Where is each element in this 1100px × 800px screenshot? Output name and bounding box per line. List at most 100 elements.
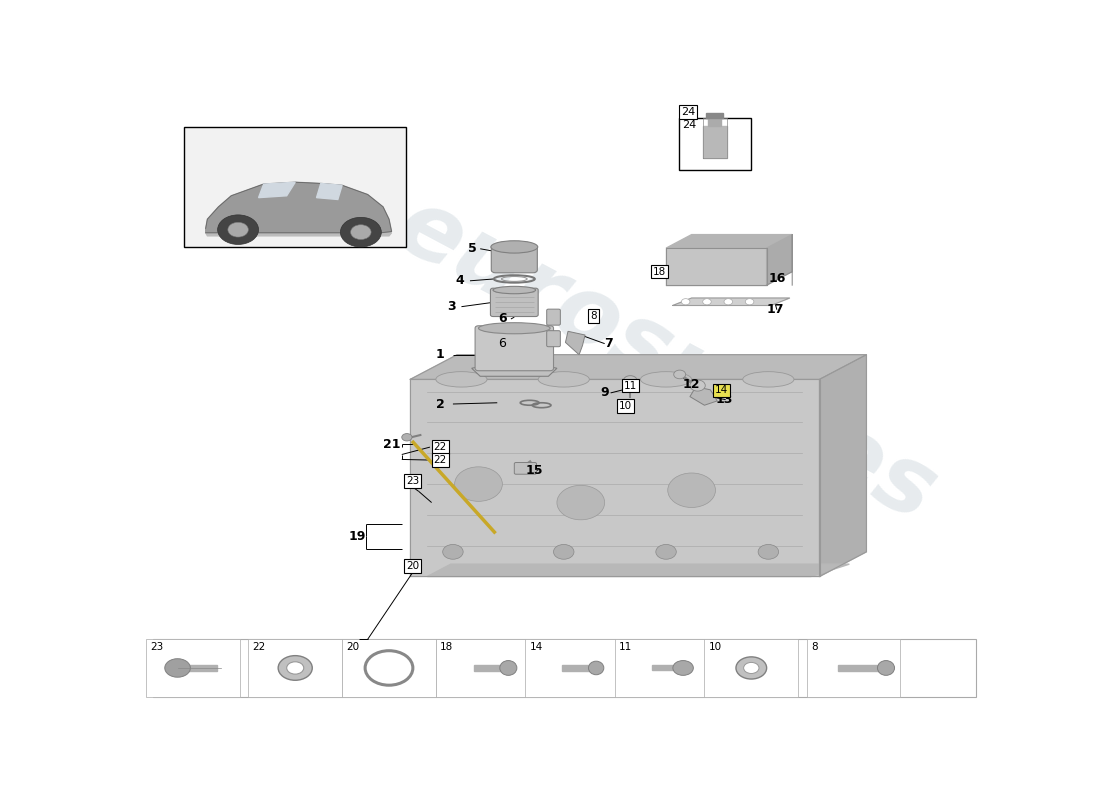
Text: 22: 22 (433, 442, 447, 452)
Circle shape (624, 376, 637, 386)
Text: 22: 22 (253, 642, 266, 652)
Ellipse shape (499, 661, 517, 675)
Polygon shape (838, 665, 886, 671)
Circle shape (165, 658, 190, 677)
Text: 15: 15 (525, 464, 542, 477)
FancyBboxPatch shape (492, 245, 537, 273)
Text: 9: 9 (601, 386, 609, 399)
Circle shape (656, 545, 676, 559)
Circle shape (351, 225, 371, 239)
Circle shape (218, 215, 258, 245)
Bar (342, 639, 436, 697)
Polygon shape (565, 331, 585, 354)
FancyBboxPatch shape (547, 309, 560, 325)
Text: 7: 7 (604, 337, 613, 350)
Polygon shape (707, 118, 722, 126)
Circle shape (278, 656, 312, 680)
Circle shape (553, 545, 574, 559)
Bar (526, 639, 619, 697)
Text: 16: 16 (768, 273, 785, 286)
FancyBboxPatch shape (491, 288, 538, 317)
Circle shape (557, 486, 605, 520)
Circle shape (744, 662, 759, 674)
Polygon shape (474, 665, 508, 671)
Bar (153, 639, 976, 697)
Text: eurospares: eurospares (381, 180, 952, 542)
FancyBboxPatch shape (515, 462, 537, 474)
Text: 11: 11 (619, 642, 632, 652)
Ellipse shape (478, 322, 550, 334)
Polygon shape (427, 564, 849, 577)
Polygon shape (706, 114, 723, 118)
Circle shape (758, 545, 779, 559)
Text: 10: 10 (708, 642, 722, 652)
Ellipse shape (588, 661, 604, 674)
Polygon shape (690, 386, 717, 406)
Text: 20: 20 (346, 642, 360, 652)
Text: a passion for parts since 1985: a passion for parts since 1985 (409, 415, 668, 565)
Text: 19: 19 (349, 530, 366, 543)
Polygon shape (206, 233, 392, 236)
Text: 24: 24 (682, 120, 696, 130)
Polygon shape (703, 126, 727, 158)
Polygon shape (562, 665, 596, 671)
Circle shape (736, 657, 767, 679)
Circle shape (724, 298, 733, 305)
Text: 6: 6 (498, 337, 506, 350)
Polygon shape (666, 234, 792, 248)
Ellipse shape (493, 286, 536, 294)
Text: 23: 23 (406, 476, 419, 486)
Circle shape (228, 222, 249, 237)
Polygon shape (767, 234, 792, 285)
Circle shape (746, 298, 754, 305)
Text: a passion for parts: a passion for parts (565, 414, 698, 494)
Text: 14: 14 (530, 642, 543, 652)
Text: 2: 2 (436, 398, 444, 410)
Text: 12: 12 (683, 378, 701, 390)
Text: 13: 13 (715, 393, 733, 406)
Bar (146, 639, 240, 697)
FancyBboxPatch shape (475, 326, 553, 370)
Circle shape (340, 218, 382, 247)
Text: 22: 22 (433, 455, 447, 465)
Text: 11: 11 (624, 381, 637, 390)
Circle shape (442, 545, 463, 559)
Text: 4: 4 (455, 274, 464, 287)
Polygon shape (410, 354, 867, 379)
Text: 1: 1 (436, 348, 444, 362)
Ellipse shape (640, 372, 692, 387)
Text: 24: 24 (681, 107, 695, 117)
Polygon shape (410, 379, 820, 577)
Bar (185, 127, 406, 247)
Ellipse shape (496, 244, 534, 253)
Polygon shape (673, 298, 790, 306)
Text: 8: 8 (811, 642, 817, 652)
Polygon shape (666, 248, 767, 285)
Bar (679, 118, 751, 170)
Text: 23: 23 (151, 642, 164, 652)
Circle shape (402, 434, 412, 441)
Ellipse shape (742, 372, 794, 387)
Circle shape (673, 661, 693, 675)
Ellipse shape (491, 241, 538, 253)
Ellipse shape (538, 372, 590, 387)
Bar (704, 639, 799, 697)
Polygon shape (317, 183, 342, 199)
Polygon shape (820, 354, 867, 577)
Polygon shape (206, 182, 392, 233)
Circle shape (703, 298, 712, 305)
Circle shape (690, 380, 705, 391)
Text: 21: 21 (383, 438, 400, 450)
Circle shape (673, 370, 685, 378)
Text: 18: 18 (440, 642, 453, 652)
Circle shape (668, 473, 715, 507)
Text: 5: 5 (469, 242, 477, 255)
Polygon shape (258, 182, 295, 198)
Circle shape (681, 298, 690, 305)
Bar (436, 639, 530, 697)
Bar (249, 639, 342, 697)
Text: 8: 8 (591, 311, 597, 321)
Text: 6: 6 (498, 313, 507, 326)
Text: 17: 17 (767, 303, 784, 316)
Text: 10: 10 (618, 401, 631, 411)
